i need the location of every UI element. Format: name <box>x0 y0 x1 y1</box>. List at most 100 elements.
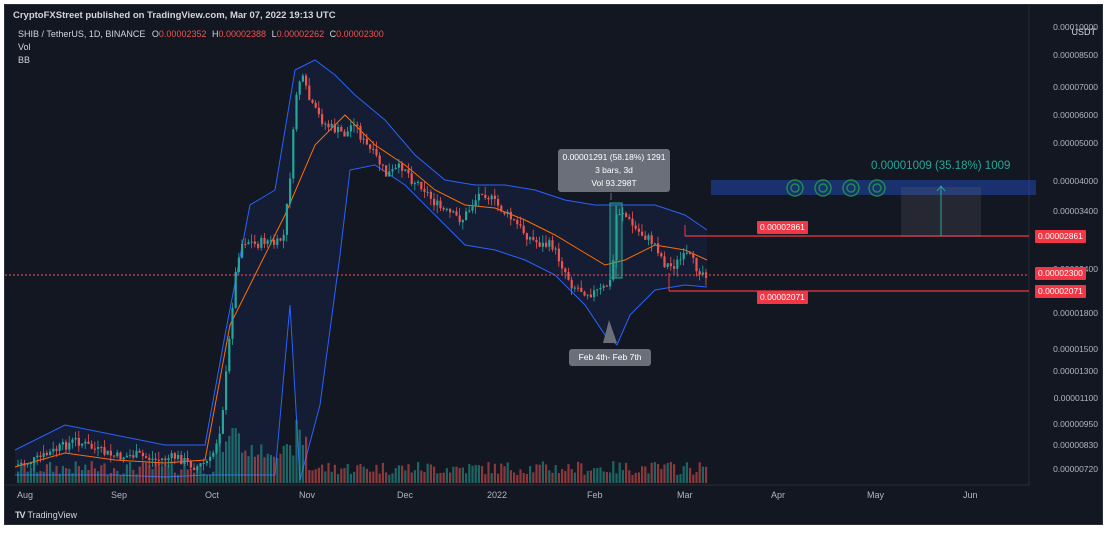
volume-bar <box>599 467 602 483</box>
candle-body <box>186 458 189 461</box>
volume-bar <box>77 466 80 483</box>
price-tick-label: 0.00003400 <box>1053 206 1098 216</box>
candle-body <box>580 287 583 292</box>
volume-bar <box>666 462 669 483</box>
volume-bar <box>391 473 394 483</box>
volume-bar <box>340 468 343 483</box>
candle-body <box>29 463 32 465</box>
candle-body <box>509 211 512 220</box>
legend-vol[interactable]: Vol <box>18 42 31 52</box>
volume-bar <box>538 464 541 483</box>
price-tick-label: 0.00007000 <box>1053 82 1098 92</box>
volume-bar <box>279 453 282 483</box>
volume-bar <box>212 471 215 483</box>
candle-body <box>346 131 349 137</box>
candle-body <box>55 448 58 451</box>
volume-bar <box>196 467 199 483</box>
target-arrow-head-icon <box>936 185 946 192</box>
volume-bar <box>189 469 192 483</box>
candle-body <box>513 219 516 221</box>
candle-body <box>426 191 429 193</box>
candle-body <box>685 252 688 254</box>
candle-body <box>557 248 560 262</box>
volume-bar <box>244 450 247 483</box>
resistance-axis-tag: 0.00002861 <box>1035 230 1086 243</box>
chart-frame[interactable]: CryptoFXStreet published on TradingView.… <box>4 4 1103 525</box>
candle-body <box>516 219 519 225</box>
volume-bar <box>260 444 263 483</box>
volume-bar <box>298 429 301 483</box>
volume-bar <box>487 462 490 483</box>
volume-bar <box>145 462 148 483</box>
legend-bb[interactable]: BB <box>18 55 31 65</box>
price-tick-label: 0.00005000 <box>1053 138 1098 148</box>
candle-body <box>359 126 362 140</box>
target-circle-inner-icon <box>818 183 828 193</box>
volume-bar <box>484 474 487 483</box>
volume-bar <box>68 468 71 483</box>
candle-body <box>564 268 567 273</box>
measure-tooltip-change: 0.00001291 (58.18%) 1291 <box>562 152 666 162</box>
candle-body <box>308 85 311 100</box>
footer-brand[interactable]: TV TradingView <box>15 510 77 520</box>
volume-bar <box>577 461 580 483</box>
candle-body <box>589 294 592 298</box>
candle-body <box>388 171 391 177</box>
candle-body <box>593 290 596 298</box>
volume-bar <box>221 452 224 483</box>
volume-bar <box>689 467 692 483</box>
volume-bar <box>436 473 439 483</box>
candle-body <box>679 259 682 261</box>
candle-body <box>279 238 282 241</box>
volume-bar <box>308 470 311 483</box>
volume-bar <box>33 461 36 483</box>
candle-body <box>93 448 96 450</box>
volume-bar <box>465 473 468 483</box>
candle-body <box>407 169 410 174</box>
target-measure-label: 0.00001009 (35.18%) 1009 <box>871 160 1011 172</box>
candle-body <box>97 446 100 449</box>
volume-bar <box>385 472 388 483</box>
volume-bar <box>141 462 144 483</box>
candle-body <box>298 81 301 95</box>
volume-bar <box>692 474 695 483</box>
candle-body <box>49 451 52 456</box>
volume-bar <box>167 464 170 483</box>
target-circle-icon <box>786 179 804 197</box>
candle-body <box>33 457 36 464</box>
volume-bar <box>58 473 61 483</box>
candle-body <box>657 243 660 254</box>
volume-bar <box>567 464 570 483</box>
time-tick-label: Oct <box>205 490 220 500</box>
volume-bar <box>180 469 183 483</box>
symbol-label: SHIB / TetherUS, 1D, BINANCE <box>18 29 146 39</box>
price-tick-label: 0.00001100 <box>1053 393 1098 403</box>
candle-body <box>225 371 228 411</box>
volume-bar <box>548 470 551 483</box>
volume-bar <box>516 474 519 483</box>
volume-bar <box>657 463 660 483</box>
volume-bar <box>234 428 237 483</box>
volume-bar <box>305 436 308 483</box>
volume-bar <box>423 472 426 483</box>
volume-bar <box>45 464 48 483</box>
volume-bar <box>532 472 535 483</box>
volume-bar <box>321 464 324 483</box>
candle-body <box>81 443 84 446</box>
candle-body <box>314 102 317 108</box>
candle-body <box>404 169 407 171</box>
volume-bar <box>394 468 397 483</box>
candle-body <box>625 213 628 217</box>
candle-body <box>289 178 292 204</box>
price-chart[interactable] <box>5 5 1103 525</box>
candle-body <box>324 123 327 125</box>
candle-body <box>132 455 135 458</box>
volume-bar <box>333 464 336 483</box>
volume-bar <box>404 470 407 483</box>
candle-body <box>394 167 397 170</box>
volume-bar <box>269 454 272 483</box>
volume-bar <box>653 462 656 483</box>
candle-body <box>282 234 285 241</box>
volume-bar <box>561 469 564 483</box>
target-circle-icon <box>868 179 886 197</box>
